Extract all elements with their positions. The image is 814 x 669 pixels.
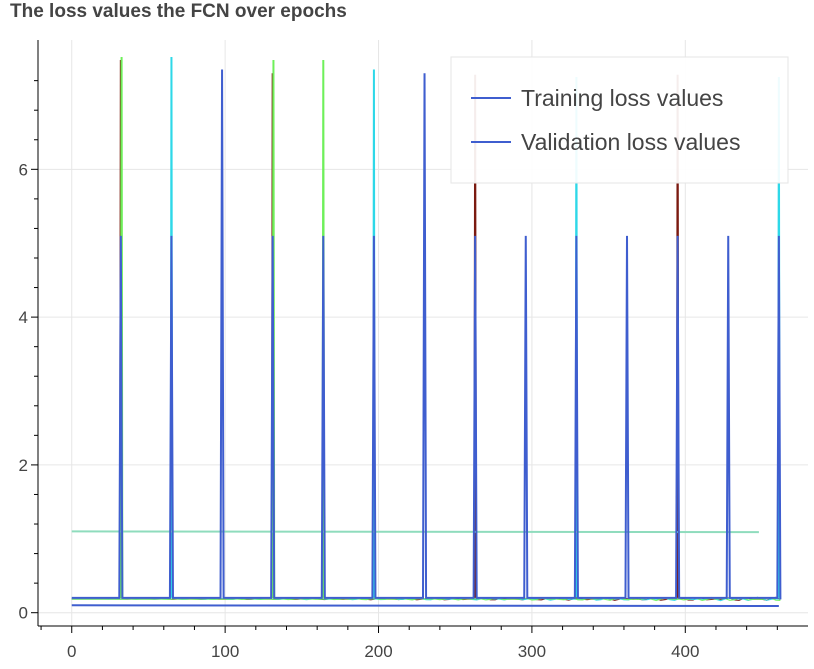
y-tick-label: 6 bbox=[19, 160, 28, 179]
chart-title: The loss values the FCN over epochs bbox=[10, 1, 347, 22]
legend-entry-label: Training loss values bbox=[521, 85, 723, 111]
x-tick-label: 300 bbox=[518, 642, 546, 661]
x-tick-label: 0 bbox=[67, 642, 76, 661]
y-tick-label: 4 bbox=[19, 308, 28, 327]
training-loss-line bbox=[71, 69, 782, 600]
y-tick-label: 0 bbox=[19, 604, 28, 623]
legend-box bbox=[450, 56, 789, 184]
y-tick-label: 2 bbox=[19, 456, 28, 475]
x-tick-label: 400 bbox=[671, 642, 699, 661]
reference-line bbox=[71, 530, 759, 534]
legend: Training loss values Validation loss valu… bbox=[450, 56, 789, 184]
x-tick-label: 200 bbox=[364, 642, 392, 661]
x-tick-label: 100 bbox=[211, 642, 239, 661]
legend-entry-label: Validation loss values bbox=[521, 129, 740, 155]
validation-loss-line bbox=[71, 604, 779, 608]
